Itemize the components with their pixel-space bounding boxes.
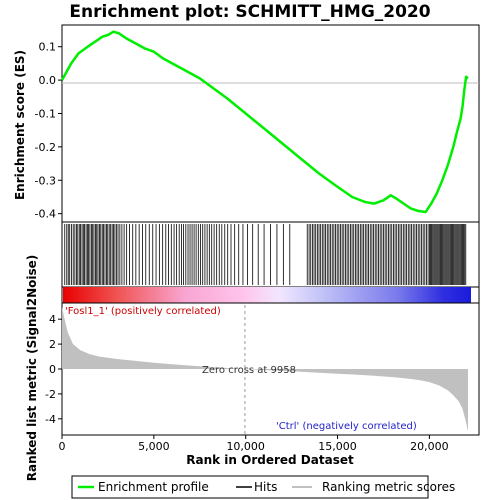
x-tick-label: 5,000 [138,440,170,453]
es-y-tick-label: -0.3 [35,174,56,187]
es-y-axis-ticks: 0.1 0.0 -0.1 -0.2 -0.3 -0.4 [35,41,62,221]
es-y-tick-label: -0.2 [35,141,56,154]
enrichment-profile-line [60,30,469,214]
legend-metric-label: Ranking metric scores [322,480,455,494]
hits-panel [61,221,480,304]
es-y-tick-label: 0.1 [39,41,57,54]
metric-y-tick-label: -2 [45,388,56,401]
positive-correlation-label: 'Fosl1_1' (positively correlated) [65,306,221,317]
zero-cross-label: Zero cross at 9958 [202,365,296,376]
metric-y-axis-ticks: 4 2 0 -2 -4 [45,313,62,426]
es-y-tick-label: -0.1 [35,107,56,120]
es-panel-frame [61,24,480,223]
x-tick-label: 15,000 [318,440,357,453]
metric-y-tick-label: 4 [49,313,56,326]
legend-hits-label: Hits [254,480,277,494]
x-tick-label: 10,000 [226,440,265,453]
metric-panel: 4 2 0 -2 -4 'Fosl1_1' (positively correlated… [25,255,480,482]
es-y-axis-label: Enrichment score (ES) [13,50,27,200]
metric-y-tick-label: 0 [49,363,56,376]
metric-y-tick-label: 2 [49,338,56,351]
x-axis-ticks: 0 5,000 10,000 15,000 20,000 [59,435,449,453]
x-tick-label: 0 [59,440,66,453]
metric-y-tick-label: -4 [45,413,56,426]
es-y-tick-label: 0.0 [39,74,57,87]
ranking-heatmap-bar [63,287,471,303]
ranking-metric-area [62,306,468,432]
chart-title: Enrichment plot: SCHMITT_HMG_2020 [69,2,430,22]
negative-correlation-label: 'Ctrl' (negatively correlated) [276,421,417,432]
x-tick-label: 20,000 [410,440,449,453]
legend: Enrichment profile Hits Ranking metric s… [71,475,455,499]
legend-profile-label: Enrichment profile [98,480,209,494]
es-panel: 0.1 0.0 -0.1 -0.2 -0.3 -0.4 Enrichment score … [13,24,480,223]
metric-y-axis-label: Ranked list metric (Signal2Noise) [25,255,39,482]
hit-marks [64,224,467,285]
es-y-tick-label: -0.4 [35,208,56,221]
x-axis-label: Rank in Ordered Dataset [186,453,354,467]
